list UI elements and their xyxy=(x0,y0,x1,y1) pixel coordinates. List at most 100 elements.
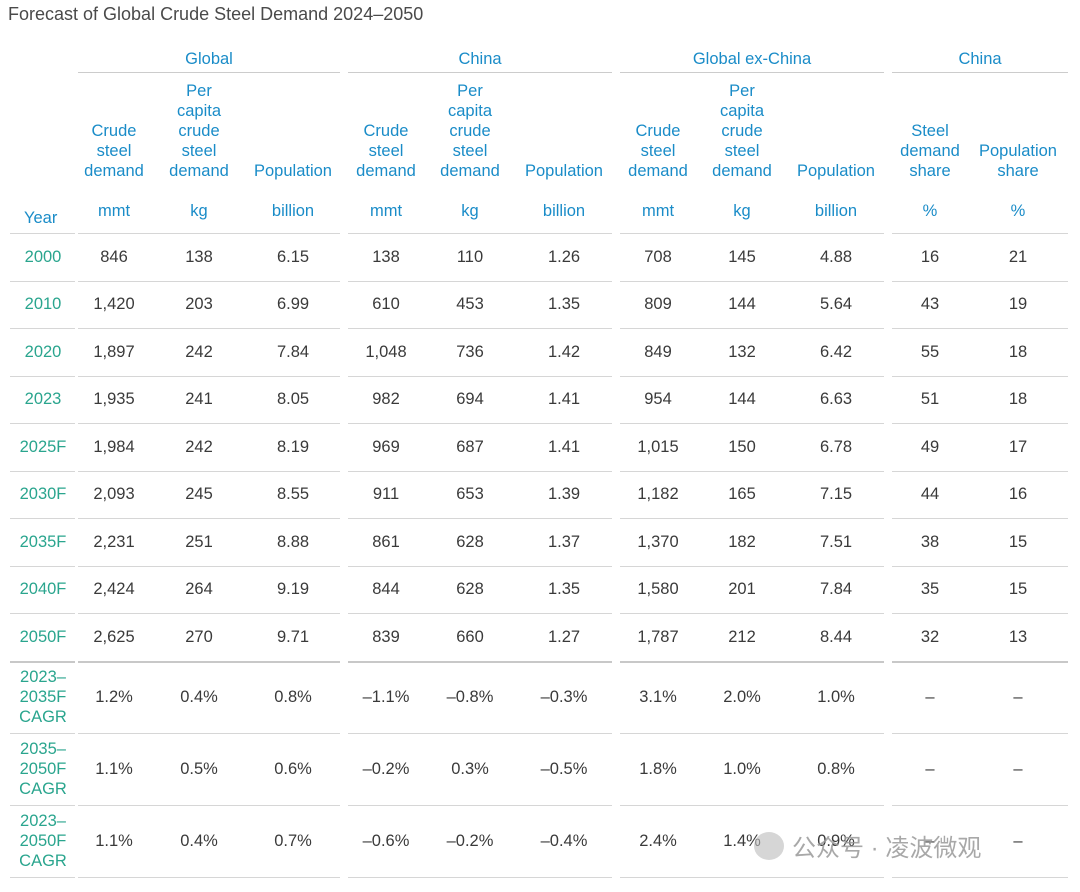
cell: 19 xyxy=(1008,295,1028,314)
row-separator xyxy=(10,733,75,734)
row-separator xyxy=(348,376,612,377)
cell: 0.5% xyxy=(180,759,218,778)
cell: – xyxy=(1013,759,1023,778)
row-separator xyxy=(620,566,884,567)
row-separator xyxy=(348,613,612,614)
cell: 182 xyxy=(728,532,756,551)
watermark: 公众号 · 凌波微观 xyxy=(792,835,982,862)
cell: 8.44 xyxy=(819,627,853,646)
row-year: 2040F xyxy=(19,580,67,599)
row-separator xyxy=(10,376,75,377)
cell: –0.6% xyxy=(362,831,410,850)
row-separator xyxy=(348,661,612,663)
row-separator xyxy=(10,233,75,234)
row-separator xyxy=(892,613,1068,614)
cell: – xyxy=(1013,831,1023,850)
cell: 13 xyxy=(1008,627,1028,646)
cell: 1.26 xyxy=(547,247,581,266)
row-separator xyxy=(620,328,884,329)
column-unit: kg xyxy=(461,202,479,220)
row-separator xyxy=(620,613,884,614)
cell: 15 xyxy=(1008,580,1028,599)
cell: 8.19 xyxy=(276,437,310,456)
cell: 2,625 xyxy=(93,627,135,646)
cell: –0.5% xyxy=(540,759,588,778)
row-separator xyxy=(10,328,75,329)
cell: 150 xyxy=(728,437,756,456)
cell: –0.2% xyxy=(362,759,410,778)
cell: 8.55 xyxy=(276,485,310,504)
row-separator xyxy=(620,233,884,234)
cell: 16 xyxy=(1008,485,1028,504)
cell: 1.2% xyxy=(95,687,133,706)
cell: 1.35 xyxy=(547,295,581,314)
row-separator xyxy=(348,233,612,234)
column-unit: mmt xyxy=(369,202,403,220)
cell: 846 xyxy=(100,247,128,266)
cell: 0.6% xyxy=(274,759,312,778)
row-separator xyxy=(78,877,340,878)
cell: 628 xyxy=(456,532,484,551)
cell: 44 xyxy=(920,485,940,504)
cell: 0.4% xyxy=(180,831,218,850)
cell: 251 xyxy=(185,532,213,551)
cell: – xyxy=(1013,687,1023,706)
cell: 0.8% xyxy=(817,759,855,778)
group-underline xyxy=(620,72,884,73)
cell: 7.84 xyxy=(276,342,310,361)
row-separator xyxy=(78,661,340,663)
row-separator xyxy=(78,733,340,734)
cell: 1,787 xyxy=(637,627,679,646)
row-year: 2023– 2035F CAGR xyxy=(19,667,67,726)
row-separator xyxy=(620,661,884,663)
group-header: China xyxy=(458,50,502,68)
cell: 241 xyxy=(185,390,213,409)
cell: 0.3% xyxy=(451,759,489,778)
cell: –0.8% xyxy=(446,687,494,706)
row-separator xyxy=(78,471,340,472)
cell: 145 xyxy=(728,247,756,266)
cell: 55 xyxy=(920,342,940,361)
cell: 203 xyxy=(185,295,213,314)
cell: 1.0% xyxy=(723,759,761,778)
cell: 708 xyxy=(644,247,672,266)
cell: 18 xyxy=(1008,390,1028,409)
row-year: 2035F xyxy=(19,532,67,551)
column-unit: kg xyxy=(733,202,751,220)
cell: 15 xyxy=(1008,532,1028,551)
cell: 9.71 xyxy=(276,627,310,646)
row-separator xyxy=(348,423,612,424)
row-separator xyxy=(78,805,340,806)
cell: 687 xyxy=(456,437,484,456)
cell: 1,182 xyxy=(637,485,679,504)
row-separator xyxy=(78,566,340,567)
cell: 1,420 xyxy=(93,295,135,314)
group-underline xyxy=(78,72,340,73)
group-header: Global xyxy=(185,50,233,68)
cell: 6.78 xyxy=(819,437,853,456)
cell: 0.7% xyxy=(274,831,312,850)
cell: 694 xyxy=(456,390,484,409)
column-header: Population xyxy=(525,162,603,180)
cell: 1.35 xyxy=(547,580,581,599)
cell: 1,015 xyxy=(637,437,679,456)
cell: 610 xyxy=(372,295,400,314)
cell: 0.4% xyxy=(180,687,218,706)
column-header: Per capita crude steel demand xyxy=(712,82,772,180)
row-separator xyxy=(620,281,884,282)
column-unit: mmt xyxy=(641,202,675,220)
cell: 165 xyxy=(728,485,756,504)
row-year: 2030F xyxy=(19,485,67,504)
cell: 8.05 xyxy=(276,390,310,409)
column-unit: % xyxy=(922,202,938,220)
cell: 969 xyxy=(372,437,400,456)
cell: 7.84 xyxy=(819,580,853,599)
column-header: Per capita crude steel demand xyxy=(169,82,229,180)
cell: 1.8% xyxy=(639,759,677,778)
cell: 245 xyxy=(185,485,213,504)
cell: 138 xyxy=(372,247,400,266)
row-year: 2025F xyxy=(19,437,67,456)
column-header: Crude steel demand xyxy=(628,122,688,180)
cell: 1.1% xyxy=(95,831,133,850)
